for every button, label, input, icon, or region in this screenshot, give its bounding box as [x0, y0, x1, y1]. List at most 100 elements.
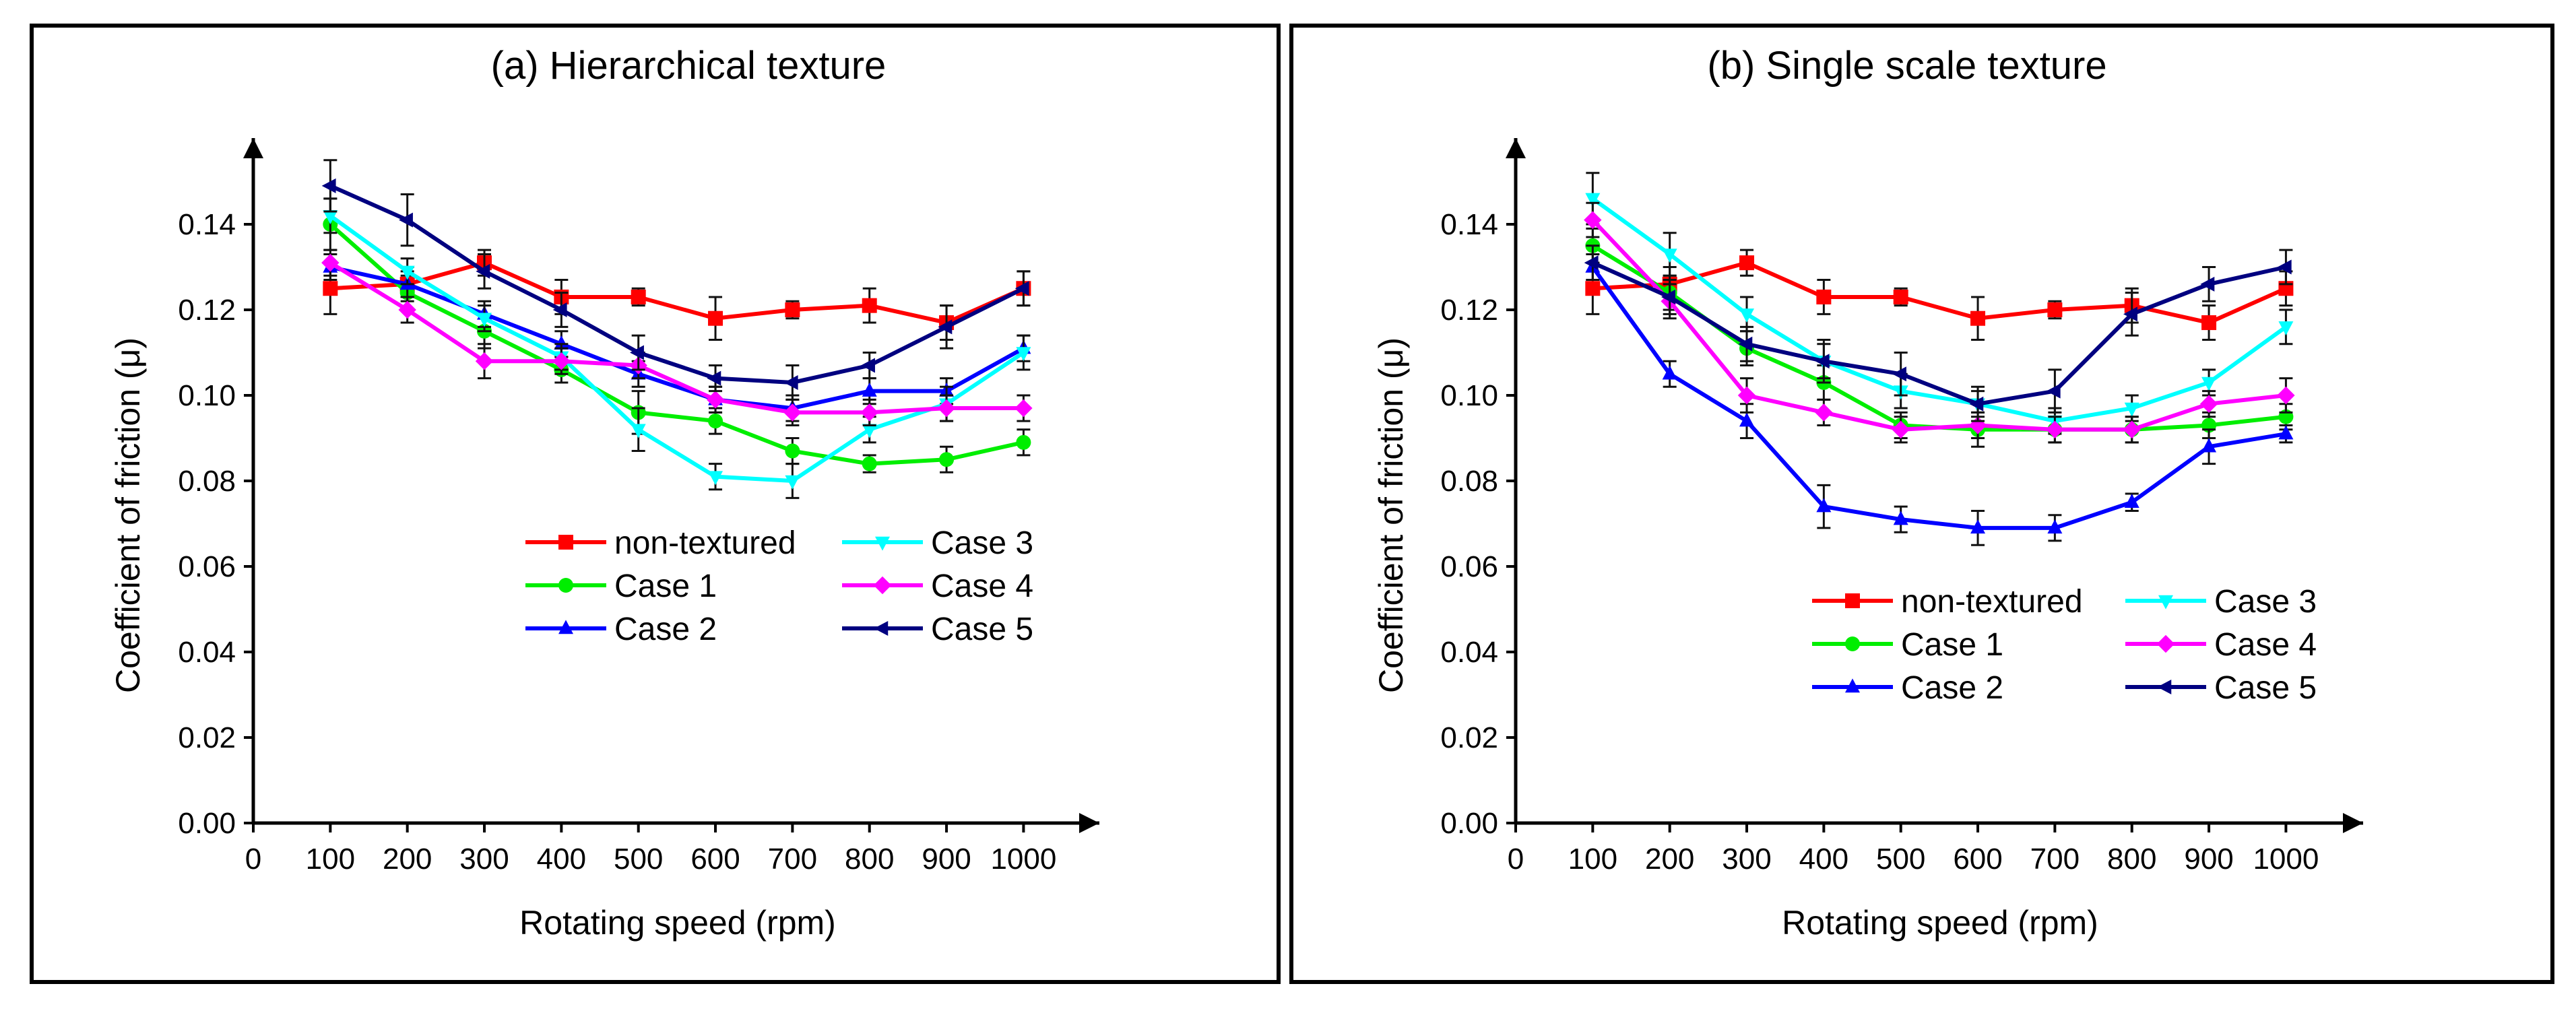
data-point	[1585, 281, 1601, 296]
data-point	[783, 403, 802, 422]
legend-label: Case 4	[2214, 627, 2317, 663]
data-point	[2124, 494, 2139, 508]
data-point	[860, 403, 878, 422]
x-tick-label: 800	[2107, 843, 2156, 876]
data-point	[1968, 416, 1987, 434]
y-tick-label: 0.02	[1440, 721, 1498, 754]
data-point	[1816, 289, 1832, 304]
y-tick-label: 0.06	[178, 550, 236, 583]
data-point	[862, 424, 877, 438]
data-point	[399, 265, 415, 280]
series-line	[329, 214, 1025, 484]
y-tick-label: 0.08	[178, 465, 236, 498]
y-tick-label: 0.10	[1440, 379, 1498, 412]
data-point	[1015, 281, 1029, 296]
series-case-5	[321, 159, 1031, 401]
data-point	[552, 352, 571, 370]
data-point	[2277, 386, 2295, 405]
series-line	[329, 222, 1025, 466]
data-point	[399, 212, 413, 228]
panel-single-scale-texture: (b) Single scale texture Rotating speed …	[1289, 24, 2554, 984]
y-tick-label: 0.08	[1440, 465, 1498, 498]
x-tick-label: 1000	[2253, 843, 2319, 876]
data-point	[937, 399, 956, 418]
data-point	[708, 414, 723, 429]
data-point	[2200, 276, 2215, 292]
legend-marker	[2156, 634, 2175, 653]
data-point	[2047, 519, 2063, 534]
data-point	[1892, 366, 1906, 382]
legend-label: Case 5	[931, 612, 1033, 647]
data-point	[1738, 336, 1753, 352]
data-point	[2277, 259, 2292, 275]
data-point	[785, 443, 800, 459]
y-tick-label: 0.04	[178, 636, 236, 669]
data-point	[1739, 308, 1755, 323]
data-point	[861, 358, 875, 373]
data-point	[1739, 412, 1755, 427]
data-point	[938, 319, 953, 335]
legend-label: Case 3	[2214, 584, 2317, 620]
legend-label: non-textured	[1901, 584, 2083, 620]
data-point	[1662, 365, 1677, 380]
legend-marker	[873, 576, 892, 595]
x-tick-label: 0	[245, 843, 261, 876]
data-point	[2278, 321, 2294, 336]
chart-title: (a) Hierarchical texture	[491, 44, 887, 88]
data-point	[2047, 302, 2063, 317]
legend-item: Case 4	[2125, 627, 2317, 663]
legend-label: Case 5	[2214, 670, 2317, 706]
legend: non-textured Case 1 Case 2 Case 3 Case 4 Case…	[525, 525, 1033, 647]
x-tick-label: 500	[1876, 843, 1925, 876]
data-point	[1816, 498, 1832, 513]
data-point	[2123, 306, 2137, 322]
legend-marker	[1845, 593, 1860, 608]
data-point	[1662, 249, 1677, 263]
legend-item: Case 1	[525, 568, 717, 604]
legend-item: Case 2	[525, 612, 717, 647]
legend-item: Case 2	[1812, 670, 2003, 706]
y-axis-label: Coefficient of friction (μ)	[1372, 337, 1410, 693]
legend-item: Case 4	[842, 568, 1033, 604]
legend-marker	[558, 535, 573, 550]
data-point	[477, 313, 492, 327]
legend-item: Case 3	[842, 525, 1033, 561]
y-tick-label: 0.12	[178, 294, 236, 327]
data-point	[476, 263, 490, 279]
series-case-5	[1584, 244, 2293, 422]
legend-marker	[558, 620, 573, 634]
data-point	[1661, 289, 1675, 304]
x-tick-label: 300	[459, 843, 509, 876]
data-point	[1016, 347, 1031, 362]
legend-label: Case 3	[931, 525, 1033, 561]
x-tick-label: 900	[2184, 843, 2233, 876]
data-point	[1815, 403, 1833, 422]
data-point	[862, 456, 877, 471]
series-line	[329, 184, 1025, 385]
y-tick-label: 0.04	[1440, 636, 1498, 669]
legend-label: Case 2	[614, 612, 717, 647]
data-point	[1969, 396, 1984, 412]
series-line	[1591, 197, 2288, 424]
data-point	[631, 289, 646, 304]
chart-title: (b) Single scale texture	[1707, 44, 2106, 88]
legend-label: Case 1	[614, 568, 717, 604]
data-point	[706, 391, 725, 409]
legend-item: Case 5	[842, 612, 1033, 647]
x-tick-label: 0	[1508, 843, 1524, 876]
legend-marker	[2158, 595, 2173, 610]
data-point	[707, 370, 721, 386]
data-point	[862, 383, 877, 397]
y-tick-label: 0.02	[178, 721, 236, 754]
data-point	[1739, 255, 1755, 271]
data-point	[1584, 255, 1599, 271]
data-point	[630, 345, 644, 360]
x-tick-label: 1000	[990, 843, 1056, 876]
series-line	[329, 261, 1024, 415]
x-tick-label: 900	[922, 843, 971, 876]
legend-item: Case 5	[2125, 670, 2317, 706]
legend-marker	[875, 536, 890, 551]
data-point	[321, 178, 336, 193]
data-point	[2201, 315, 2217, 331]
